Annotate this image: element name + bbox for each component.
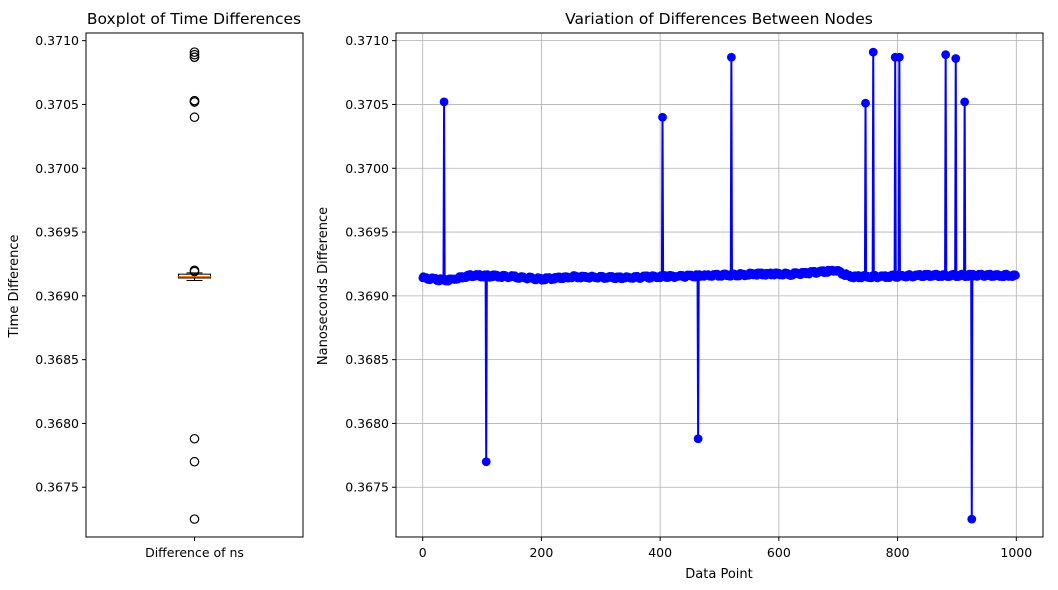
line-chart-y-ticks: 0.3675 0.3680 0.3685 0.3690 0.3695 0.3700 0.37… — [345, 33, 396, 495]
boxplot-outlier-point — [189, 97, 200, 107]
line-chart-y-tick-label: 0.3710 — [345, 33, 389, 48]
line-chart-y-tick-label: 0.3685 — [345, 352, 389, 367]
spike-point — [894, 52, 904, 62]
spike-point — [951, 54, 961, 63]
line-chart-y-tick-label: 0.3695 — [345, 225, 389, 240]
line-chart-x-axis-label: Data Point — [685, 567, 752, 582]
spike-point — [658, 112, 667, 122]
line-chart-series — [418, 47, 1020, 524]
boxplot-frame — [85, 32, 304, 538]
spike-point — [861, 98, 870, 108]
line-chart-x-tick-label: 200 — [529, 545, 553, 560]
line-chart-y-tick-label: 0.3680 — [345, 416, 389, 431]
boxplot-y-axis-label: Time Difference — [7, 235, 22, 339]
boxplot-outlier-point — [189, 456, 200, 467]
boxplot-outlier-point — [189, 433, 200, 444]
boxplot-y-tick-label: 0.3700 — [35, 161, 79, 176]
boxplot-outliers — [189, 47, 200, 524]
boxplot-panel: Boxplot of Time Differences Time Differe… — [7, 10, 304, 560]
line-chart-x-tick-label: 400 — [648, 545, 672, 560]
boxplot-y-tick-label: 0.3690 — [35, 288, 79, 303]
line-chart-title: Variation of Differences Between Nodes — [565, 10, 873, 28]
boxplot-outlier-point — [189, 47, 200, 57]
boxplot-y-tick-label: 0.3705 — [35, 97, 79, 112]
spike-point — [941, 50, 951, 60]
spike-point — [726, 52, 736, 62]
boxplot-outlier-point — [189, 49, 200, 60]
boxplot-outlier-point — [189, 52, 200, 63]
line-chart-grid — [396, 33, 1043, 537]
line-chart-y-axis-label: Nanoseconds Difference — [316, 207, 331, 365]
line-chart-y-tick-label: 0.3705 — [345, 97, 389, 112]
boxplot-y-tick-label: 0.3695 — [35, 225, 79, 240]
boxplot-y-tick-label: 0.3675 — [35, 480, 79, 495]
boxplot-y-tick-label: 0.3685 — [35, 352, 79, 367]
line-chart-x-tick-label: 1000 — [1000, 545, 1032, 560]
boxplot-x-tick-label: Difference of ns — [145, 545, 244, 560]
line-chart-x-tick-label: 0 — [419, 545, 427, 560]
line-chart-y-tick-label: 0.3700 — [345, 161, 389, 176]
line-chart-x-ticks: 0 200 400 600 800 1000 — [419, 537, 1032, 560]
boxplot-outlier-point — [189, 112, 200, 123]
line-chart-x-tick-label: 600 — [767, 545, 791, 560]
boxplot-y-tick-label: 0.3710 — [35, 33, 79, 48]
boxplot-outlier-point — [189, 266, 200, 277]
line-chart-y-tick-label: 0.3675 — [345, 480, 389, 495]
line-chart-y-tick-label: 0.3690 — [345, 288, 389, 303]
spike-point — [868, 47, 878, 57]
spike-point — [481, 457, 491, 467]
series-line — [421, 51, 1017, 521]
spike-point — [693, 434, 703, 444]
boxplot-outlier-point — [189, 514, 200, 524]
boxplot-y-ticks: 0.3675 0.3680 0.3685 0.3690 0.3695 0.3700 0.37… — [35, 33, 86, 495]
boxplot-title: Boxplot of Time Differences — [87, 10, 301, 28]
line-chart-panel: Variation of Differences Between Nodes D… — [316, 10, 1044, 582]
data-point — [1011, 271, 1020, 280]
boxplot-y-tick-label: 0.3680 — [35, 416, 79, 431]
spike-point — [960, 97, 970, 107]
line-chart-frame — [395, 32, 1044, 538]
spike-point — [439, 97, 449, 107]
line-chart-x-tick-label: 800 — [886, 545, 910, 560]
spike-point — [967, 514, 977, 524]
boxplot-x-ticks: Difference of ns — [145, 537, 244, 560]
